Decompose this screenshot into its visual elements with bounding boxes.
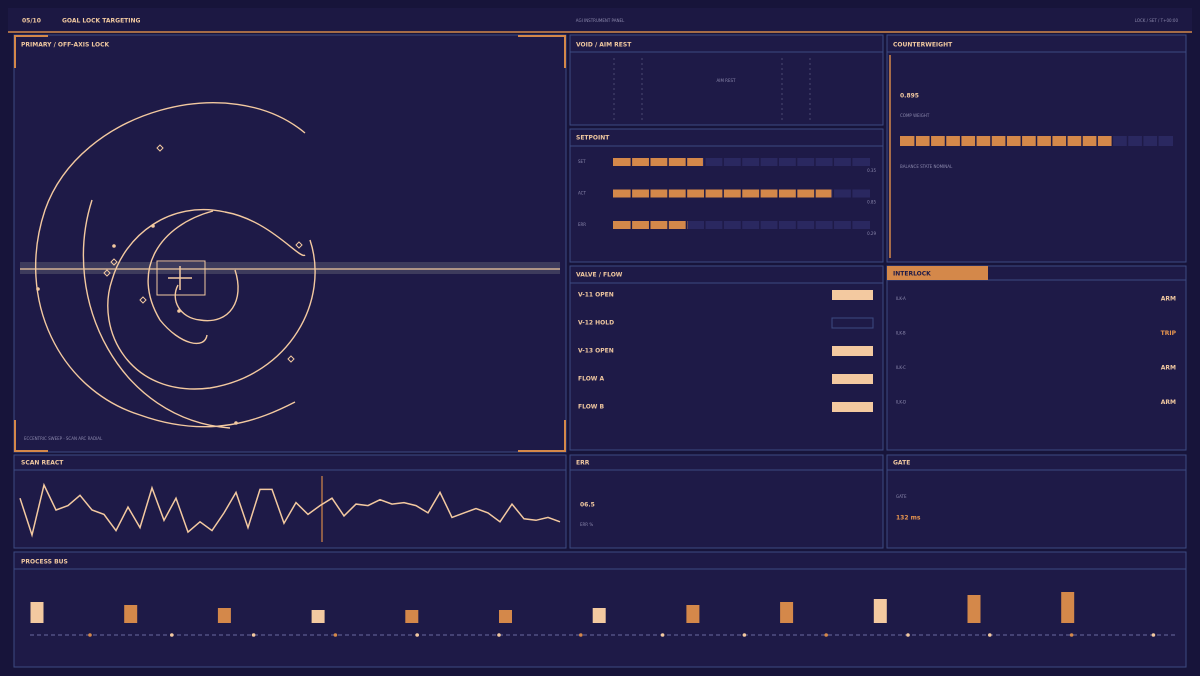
interlock-label: ILK-C bbox=[896, 365, 906, 370]
corner-brackets bbox=[14, 35, 566, 452]
bus-node bbox=[988, 633, 992, 637]
interlock-label: ILK-B bbox=[896, 331, 906, 336]
panel-title: PROCESS BUS bbox=[21, 559, 68, 566]
panel-title: ERR bbox=[576, 460, 590, 467]
bus-node bbox=[497, 633, 501, 637]
bus-node bbox=[88, 633, 92, 637]
bus-bar bbox=[30, 602, 44, 623]
panel-title: GATE bbox=[893, 460, 910, 467]
bus-bar bbox=[967, 595, 981, 623]
interlock-state: ARM bbox=[1161, 296, 1176, 303]
gate-value: 132 ms bbox=[896, 515, 921, 522]
panel-rules bbox=[14, 51, 1186, 570]
bus-node bbox=[170, 633, 174, 637]
bus-bar bbox=[311, 610, 325, 623]
bus-node bbox=[415, 633, 420, 637]
panel-title: PRIMARY / OFF-AXIS LOCK bbox=[21, 42, 109, 49]
bar-fill bbox=[613, 189, 832, 198]
counterweight-note: BALANCE STATE NOMINAL bbox=[900, 164, 953, 169]
err-label: ERR % bbox=[580, 522, 593, 527]
valve-label: V-12 HOLD bbox=[578, 320, 614, 327]
radar bbox=[20, 102, 560, 429]
bus-bar bbox=[780, 602, 794, 623]
header-index: 05/10 bbox=[22, 18, 41, 25]
interlock-label: ILK-D bbox=[896, 400, 906, 405]
bus-bar bbox=[124, 605, 138, 623]
row-value: 0.29 bbox=[867, 231, 876, 236]
row-value: 0.85 bbox=[867, 200, 876, 205]
counterweight-label: COMP WEIGHT bbox=[900, 113, 930, 118]
interlock-label: ILK-A bbox=[896, 296, 906, 301]
void-label: AIM REST bbox=[717, 78, 736, 83]
row-label: SET bbox=[578, 159, 586, 164]
row-value: 0.35 bbox=[867, 168, 876, 173]
row-label: ACT bbox=[578, 191, 586, 196]
bus-node bbox=[333, 633, 338, 637]
bus-bar bbox=[1061, 592, 1075, 623]
void-panel bbox=[569, 34, 884, 126]
scan-panel bbox=[13, 454, 567, 549]
bus-node bbox=[579, 633, 583, 637]
bus-bar bbox=[217, 608, 231, 623]
interlock-state: ARM bbox=[1161, 399, 1176, 406]
counterweight-value: 0.895 bbox=[900, 93, 919, 100]
bus-node bbox=[906, 633, 910, 637]
panel-title: VALVE / FLOW bbox=[576, 272, 623, 279]
err-value: 06.5 bbox=[580, 502, 595, 509]
panel-title: INTERLOCK bbox=[893, 271, 931, 278]
bus-bar bbox=[592, 608, 606, 623]
valve-indicator bbox=[831, 317, 874, 329]
valve-label: V-11 OPEN bbox=[578, 292, 614, 299]
interlock-state: ARM bbox=[1161, 365, 1176, 372]
void-guides bbox=[613, 58, 811, 120]
valve-indicator bbox=[832, 290, 873, 300]
bar-fill bbox=[613, 158, 703, 166]
err-panel bbox=[569, 454, 884, 549]
valve-label: FLOW A bbox=[578, 376, 605, 383]
valve-indicator bbox=[832, 374, 873, 384]
header-bar bbox=[8, 8, 1192, 32]
valve-label: FLOW B bbox=[578, 404, 605, 411]
header-center: AGI INSTRUMENT PANEL bbox=[576, 18, 625, 23]
header-status: LOCK / SET / T+00:00 bbox=[1135, 18, 1179, 23]
row-label: ERR bbox=[578, 222, 586, 227]
bus-bar bbox=[686, 605, 700, 623]
bus-node bbox=[742, 633, 747, 637]
interlock-header bbox=[887, 266, 988, 280]
bus-bar bbox=[405, 610, 419, 623]
scan-line bbox=[19, 482, 561, 538]
bus-bar bbox=[499, 610, 512, 623]
panel-title: SETPOINT bbox=[576, 135, 610, 142]
valve-panel bbox=[569, 265, 884, 451]
valve-indicator bbox=[832, 402, 873, 412]
bus-bar bbox=[873, 599, 887, 623]
panel-title: SCAN REACT bbox=[21, 460, 64, 467]
valve-indicator bbox=[832, 346, 873, 356]
bus-node bbox=[660, 633, 665, 637]
bus-node bbox=[1151, 633, 1156, 637]
valve-label: V-13 OPEN bbox=[578, 348, 614, 355]
primary-panel bbox=[13, 34, 567, 453]
panel-title: VOID / AIM REST bbox=[576, 42, 632, 49]
bus-node bbox=[1069, 633, 1074, 637]
bus-node bbox=[251, 633, 256, 637]
interlock-panel bbox=[886, 265, 1187, 451]
counterweight-panel bbox=[886, 34, 1187, 263]
interlock-state: TRIP bbox=[1161, 330, 1177, 337]
panel-title: COUNTERWEIGHT bbox=[893, 42, 953, 49]
gate-label: GATE bbox=[896, 494, 907, 499]
gate-panel bbox=[886, 454, 1187, 549]
primary-footer: ECCENTRIC SWEEP · SCAN ARC RADIAL bbox=[24, 436, 103, 441]
bus-node bbox=[824, 633, 828, 637]
header-title: GOAL LOCK TARGETING bbox=[62, 18, 141, 25]
